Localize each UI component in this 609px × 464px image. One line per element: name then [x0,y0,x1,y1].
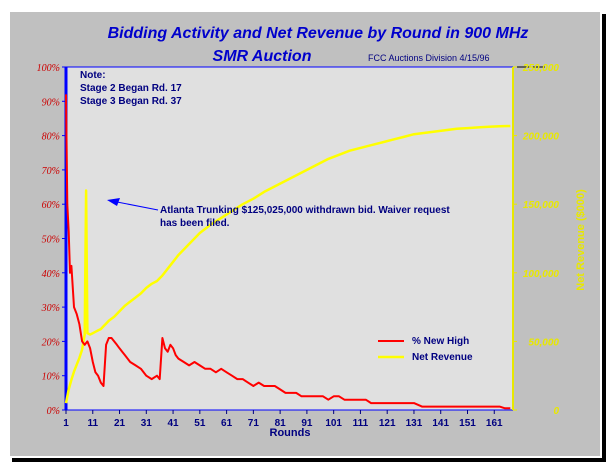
x-tick-label: 71 [248,418,260,429]
x-tick-label: 131 [406,418,423,429]
left-tick-label: 70% [42,166,60,177]
callout-line1: Atlanta Trunking $125,025,000 withdrawn … [160,205,450,216]
left-tick-label: 90% [42,97,60,108]
x-tick-label: 111 [353,418,369,429]
right-tick-label: 50,000 [528,337,559,348]
note-stage3: Stage 3 Began Rd. 37 [80,96,182,107]
x-tick-label: 21 [114,418,126,429]
x-tick-label: 1 [63,418,69,429]
right-tick-label: 0 [553,406,559,417]
left-tick-label: 60% [42,200,60,211]
note-block: Note: Stage 2 Began Rd. 17 Stage 3 Began… [80,70,182,107]
x-tick-label: 151 [459,418,476,429]
callout-line2: has been filed. [160,218,230,229]
x-tick-label: 161 [486,418,503,429]
chart-title-line2: SMR Auction [213,48,312,65]
legend-label-net-revenue: Net Revenue [412,352,473,363]
callout-arrow-line [111,200,159,211]
left-tick-label: 30% [41,303,60,314]
callout-arrowhead [107,198,120,206]
left-tick-label: 40% [42,269,60,280]
x-tick-label: 31 [141,418,153,429]
right-tick-label: 250,000 [522,63,560,74]
left-tick-label: 10% [42,372,60,383]
right-tick-label: 100,000 [523,269,560,280]
x-tick-label: 11 [87,418,98,429]
note-stage2: Stage 2 Began Rd. 17 [80,83,182,94]
right-tick-label: 150,000 [523,200,560,211]
x-tick-label: 141 [432,418,449,429]
x-tick-label: 91 [301,418,313,429]
legend: % New High Net Revenue [378,336,473,363]
series-new-high-line [65,94,511,410]
series-net-revenue-line [64,124,511,404]
left-axis-ticks: 0% 10% 20% 30% 40% 50% 60% 70% 80% 90% 100% [37,63,66,417]
left-tick-label: 0% [47,406,60,417]
x-tick-label: 61 [221,418,233,429]
x-tick-label: 101 [325,418,342,429]
chart-title-line1: Bidding Activity and Net Revenue by Roun… [108,25,529,42]
legend-label-new-high: % New High [412,336,469,347]
x-tick-label: 121 [379,418,396,429]
left-tick-label: 100% [37,63,60,74]
x-axis-label: Rounds [270,427,311,439]
right-axis-ticks: 0 50,000 100,000 150,000 200,000 250,000 [513,63,559,417]
note-heading: Note: [80,70,106,81]
plot-area [65,66,514,411]
left-tick-label: 20% [42,337,60,348]
left-tick-label: 80% [42,132,60,143]
right-axis-label: Net Revenue ($000) [575,189,587,291]
x-tick-label: 51 [194,418,206,429]
x-tick-label: 81 [275,418,287,429]
left-tick-label: 50% [42,235,60,246]
x-axis-ticks: 1 11 21 31 41 51 61 71 81 91 101 111 121 131 141 151 161 [63,410,503,429]
x-tick-label: 41 [168,418,180,429]
right-tick-label: 200,000 [522,132,560,143]
chart-credit: FCC Auctions Division 4/15/96 [368,53,490,63]
